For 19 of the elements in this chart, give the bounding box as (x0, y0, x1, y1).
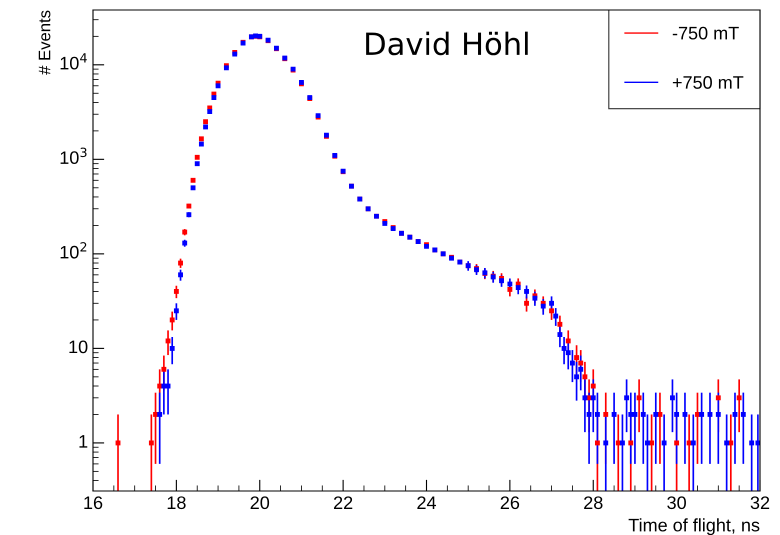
legend-label: +750 mT (672, 76, 744, 89)
y-tick-label: 10$^{3}$ (60, 148, 87, 164)
x-tick-label: 26 (500, 496, 520, 510)
x-tick-label: 22 (334, 496, 352, 509)
y-tick-label: 10 (69, 340, 88, 354)
legend-label: -750 mT (672, 26, 739, 40)
x-tick-label: 28 (584, 496, 603, 510)
x-tick-label: 16 (84, 496, 102, 510)
annotation: David Höhl (366, 32, 528, 56)
x-tick-label: 30 (667, 496, 686, 510)
y-axis-title: # Events (38, 10, 50, 75)
x-tick-label: 20 (250, 496, 270, 510)
y-tick-label: 10$^{2}$ (60, 242, 86, 259)
x-tick-label: 18 (168, 496, 186, 510)
y-tick-label: 10$^{4}$ (60, 53, 87, 70)
x-axis-title: Time of flight, ns (628, 518, 760, 535)
y-tick-label: 1 (79, 435, 88, 448)
x-tick-label: 32 (750, 496, 770, 510)
x-tick-label: 24 (417, 496, 436, 509)
